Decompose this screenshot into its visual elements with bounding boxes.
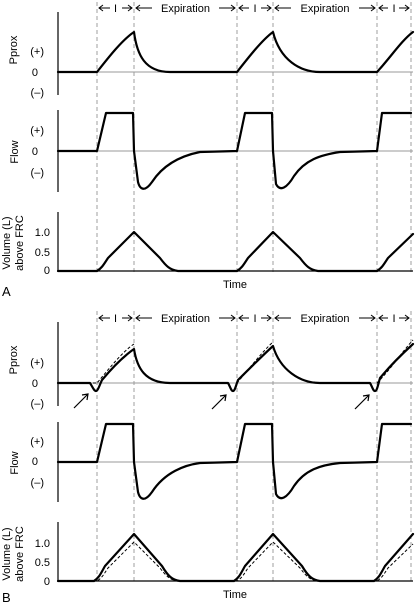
panel-a-pprox-tick-zero: 0 xyxy=(32,67,38,79)
panel-a-letter: A xyxy=(2,284,11,299)
panel-b-letter: B xyxy=(2,590,11,604)
panel-b-phase-expiration-2: Expiration xyxy=(301,313,350,325)
panel-b-volume-plot: Volume (L) above FRC 1.0 0.5 0 xyxy=(1,522,415,588)
trigger-arrow-2 xyxy=(211,394,227,410)
panel-b-volume-tick-05: 0.5 xyxy=(35,557,50,569)
panel-b-x-label: Time xyxy=(223,589,247,601)
panel-b-phase-brackets xyxy=(98,314,410,322)
panel-b-flow-curve xyxy=(56,422,413,500)
panel-b-phase-guides xyxy=(96,311,412,582)
trigger-arrow-1 xyxy=(73,393,89,409)
panel-b-pprox-tick-neg: (–) xyxy=(31,398,44,410)
panel-a-phase-brackets xyxy=(98,4,410,12)
panel-b-phase-expiration-1: Expiration xyxy=(161,313,210,325)
panel-a-volume-plot: Volume (L) above FRC 1.0 0.5 0 xyxy=(1,212,415,277)
panel-a-volume-curve xyxy=(56,230,415,273)
panel-b-pprox-curve xyxy=(56,342,415,393)
panel-a-flow-tick-neg: (–) xyxy=(31,167,44,179)
panel-b-phase-i-2: I xyxy=(253,313,256,325)
panel-b-volume-tick-1: 1.0 xyxy=(35,538,50,550)
panel-a-volume-tick-1: 1.0 xyxy=(35,227,50,239)
panel-b-flow-tick-pos: (+) xyxy=(30,436,44,448)
panel-a-pprox-tick-neg: (–) xyxy=(31,87,44,99)
panel-a-phase-guides xyxy=(96,2,412,272)
panel-a-pprox-plot: Pprox (+) 0 (–) xyxy=(8,12,415,99)
panel-b-volume-title-2: above FRC xyxy=(14,526,26,582)
panel-a-volume-tick-05: 0.5 xyxy=(35,247,50,259)
panel-a-pprox-curve xyxy=(56,30,415,74)
panel-a-volume-title-2: above FRC xyxy=(14,215,26,271)
panel-b-flow-title: Flow xyxy=(9,451,21,474)
panel-a-x-label: Time xyxy=(223,279,247,291)
panel-b-flow-tick-zero: 0 xyxy=(32,456,38,468)
panel-a-phase-i-3: I xyxy=(392,3,395,15)
panel-a-flow-tick-pos: (+) xyxy=(30,125,44,137)
panel-b-pprox-tick-pos: (+) xyxy=(30,357,44,369)
panel-b-volume-curve xyxy=(56,532,415,583)
panel-b-volume-tick-0: 0 xyxy=(44,576,50,588)
panel-a-flow-curve xyxy=(56,111,413,190)
panel-b-volume-title-1: Volume (L) xyxy=(1,527,13,580)
panel-b-pprox-reference-curve xyxy=(58,339,414,384)
panel-a-volume-title-1: Volume (L) xyxy=(1,216,13,269)
panel-b-pprox-plot: Pprox (+) 0 (–) xyxy=(8,322,415,410)
panel-b-flow-tick-neg: (–) xyxy=(31,477,44,489)
panel-a: I Expiration I Expiration I Pprox (+) 0 … xyxy=(1,2,415,299)
panel-a-phase-expiration-2: Expiration xyxy=(301,3,350,15)
panel-b-volume-reference-curve xyxy=(58,541,414,582)
trigger-arrow-3 xyxy=(354,394,370,410)
panel-a-flow-tick-zero: 0 xyxy=(32,146,38,158)
panel-b: I Expiration I Expiration I Pprox (+) 0 … xyxy=(1,311,415,604)
panel-a-flow-title: Flow xyxy=(9,140,21,163)
panel-a-phase-i-2: I xyxy=(253,3,256,15)
panel-a-flow-plot: Flow (+) 0 (–) xyxy=(9,110,413,192)
panel-a-phase-expiration-1: Expiration xyxy=(161,3,210,15)
panel-a-pprox-title: Pprox xyxy=(8,35,20,64)
panel-b-flow-plot: Flow (+) 0 (–) xyxy=(9,422,413,502)
panel-b-pprox-title: Pprox xyxy=(8,345,20,374)
panel-a-phase-i-1: I xyxy=(114,3,117,15)
panel-b-phase-i-1: I xyxy=(114,313,117,325)
panel-a-pprox-tick-pos: (+) xyxy=(30,46,44,58)
panel-b-phase-i-3: I xyxy=(392,313,395,325)
panel-a-volume-tick-0: 0 xyxy=(44,265,50,277)
panel-b-pprox-tick-zero: 0 xyxy=(32,378,38,390)
panel-b-trigger-arrows xyxy=(73,393,370,410)
